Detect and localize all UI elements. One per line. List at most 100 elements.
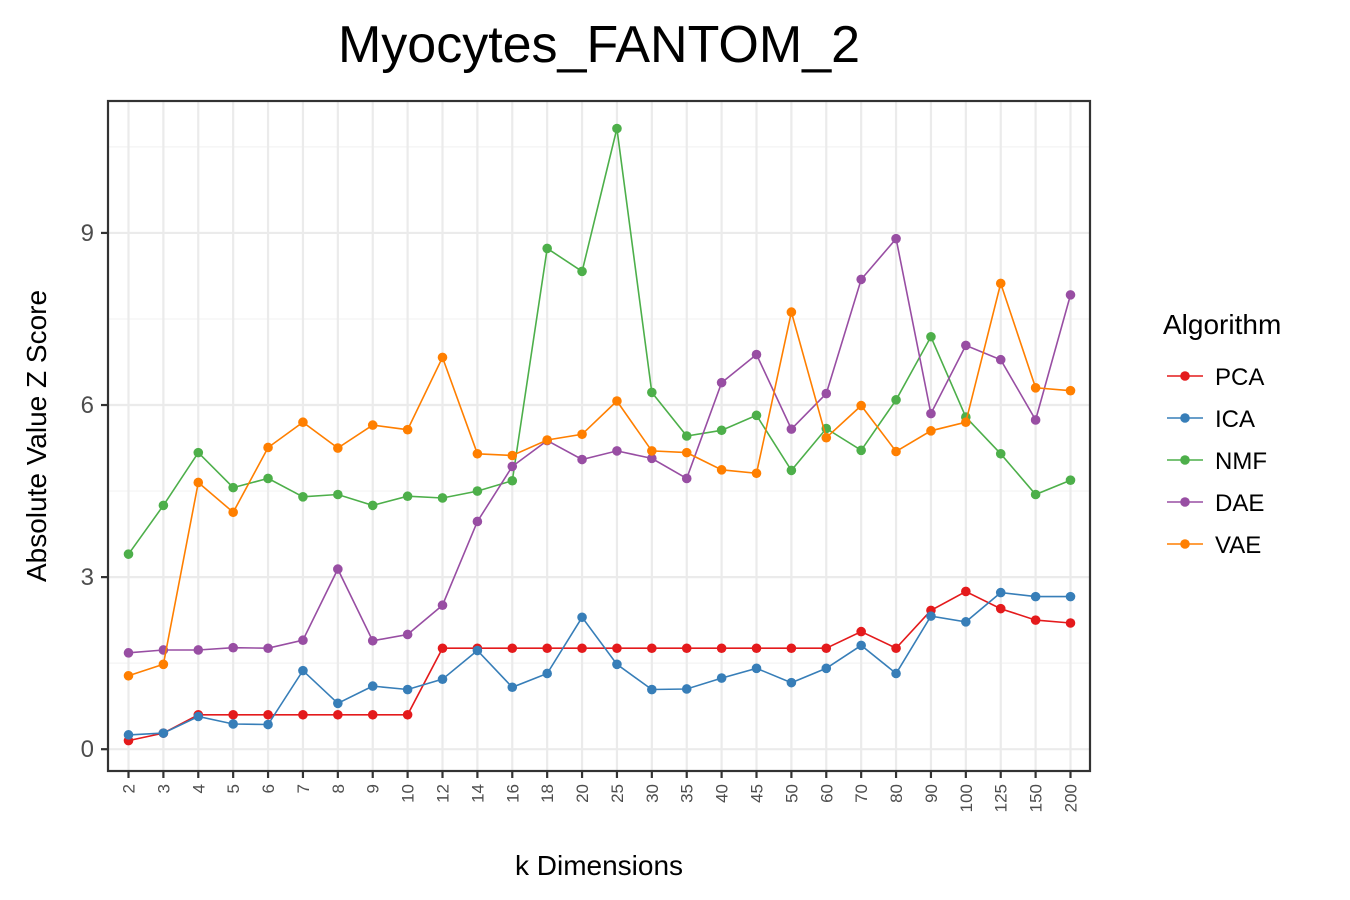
legend-title: Algorithm bbox=[1163, 309, 1281, 340]
data-point bbox=[577, 266, 587, 277]
legend-key-point bbox=[1180, 497, 1190, 507]
x-tick-label: 12 bbox=[434, 784, 453, 803]
data-point bbox=[821, 432, 832, 443]
data-point bbox=[751, 663, 762, 674]
data-point bbox=[821, 388, 832, 399]
series-dae bbox=[123, 233, 1076, 658]
data-point bbox=[1065, 290, 1076, 300]
data-point bbox=[333, 698, 343, 709]
data-point bbox=[193, 711, 204, 722]
data-point bbox=[856, 400, 866, 411]
legend-label: PCA bbox=[1215, 364, 1264, 391]
data-point bbox=[961, 617, 971, 627]
data-point bbox=[228, 507, 238, 518]
data-point bbox=[926, 408, 936, 419]
data-point bbox=[263, 473, 273, 484]
data-point bbox=[472, 645, 483, 656]
data-point bbox=[647, 453, 657, 464]
data-point bbox=[751, 349, 762, 360]
series-line bbox=[128, 590, 1071, 742]
x-tick-label: 16 bbox=[503, 784, 522, 803]
legend-item-ica: ICA bbox=[1167, 406, 1255, 433]
data-point bbox=[123, 730, 134, 740]
data-point bbox=[402, 424, 413, 435]
data-point bbox=[891, 233, 901, 244]
data-point bbox=[891, 643, 901, 654]
data-point bbox=[158, 500, 169, 511]
data-point bbox=[612, 123, 622, 134]
data-point bbox=[437, 493, 448, 503]
data-point bbox=[367, 709, 378, 720]
y-tick-label: 0 bbox=[81, 736, 94, 763]
data-point bbox=[926, 426, 936, 436]
x-tick-label: 30 bbox=[643, 784, 662, 803]
data-point bbox=[123, 670, 134, 681]
y-tick-label: 3 bbox=[81, 564, 94, 591]
legend-key-point bbox=[1180, 455, 1190, 465]
data-point bbox=[577, 612, 587, 623]
data-point bbox=[647, 387, 657, 398]
plot-series bbox=[123, 123, 1076, 746]
data-point bbox=[577, 429, 587, 440]
x-tick-label: 3 bbox=[154, 784, 173, 793]
series-nmf bbox=[123, 123, 1076, 559]
legend-key-point bbox=[1180, 371, 1190, 381]
data-point bbox=[472, 486, 483, 496]
y-tick-label: 6 bbox=[81, 392, 94, 419]
data-point bbox=[786, 643, 797, 654]
x-tick-label: 50 bbox=[782, 784, 801, 803]
data-point bbox=[333, 709, 343, 720]
x-tick-label: 2 bbox=[120, 784, 139, 793]
series-line bbox=[128, 236, 1072, 654]
data-point bbox=[1065, 591, 1076, 602]
x-tick-label: 45 bbox=[748, 784, 767, 803]
data-point bbox=[263, 719, 273, 730]
data-point bbox=[437, 600, 448, 611]
data-point bbox=[926, 331, 936, 342]
data-point bbox=[995, 603, 1006, 614]
x-tick-label: 25 bbox=[608, 784, 627, 803]
data-point bbox=[995, 587, 1006, 598]
y-tick-label: 9 bbox=[81, 220, 94, 247]
data-point bbox=[542, 668, 552, 679]
x-tick-label: 100 bbox=[957, 784, 976, 812]
data-point bbox=[786, 465, 797, 476]
data-point bbox=[507, 643, 518, 654]
data-point bbox=[402, 684, 413, 695]
data-point bbox=[367, 681, 378, 691]
legend-item-pca: PCA bbox=[1167, 364, 1264, 391]
data-point bbox=[786, 677, 797, 688]
data-point bbox=[681, 431, 692, 441]
plot-panel-border bbox=[106, 99, 1092, 773]
data-point bbox=[821, 663, 832, 674]
data-point bbox=[856, 274, 866, 285]
legend-key-point bbox=[1180, 413, 1190, 423]
series-line bbox=[128, 280, 1071, 677]
data-point bbox=[193, 645, 204, 655]
data-point bbox=[716, 643, 727, 654]
data-point bbox=[1030, 615, 1041, 625]
x-tick-label: 8 bbox=[329, 784, 348, 793]
data-point bbox=[716, 465, 727, 475]
data-point bbox=[193, 477, 204, 488]
data-point bbox=[856, 626, 866, 637]
data-point bbox=[612, 659, 622, 670]
data-point bbox=[507, 475, 518, 486]
data-point bbox=[507, 682, 518, 693]
x-tick-label: 70 bbox=[852, 784, 871, 803]
data-point bbox=[751, 643, 762, 654]
x-tick-label: 9 bbox=[364, 784, 383, 793]
data-point bbox=[1065, 618, 1076, 628]
legend-item-nmf: NMF bbox=[1167, 448, 1267, 475]
data-point bbox=[472, 448, 483, 459]
series-line bbox=[127, 128, 1071, 555]
data-point bbox=[961, 586, 971, 597]
data-point bbox=[716, 425, 727, 436]
x-tick-label: 6 bbox=[259, 784, 278, 793]
legend-item-dae: DAE bbox=[1167, 490, 1264, 517]
data-point bbox=[1030, 591, 1041, 602]
data-point bbox=[123, 648, 134, 658]
data-point bbox=[298, 709, 308, 720]
data-point bbox=[716, 673, 727, 683]
